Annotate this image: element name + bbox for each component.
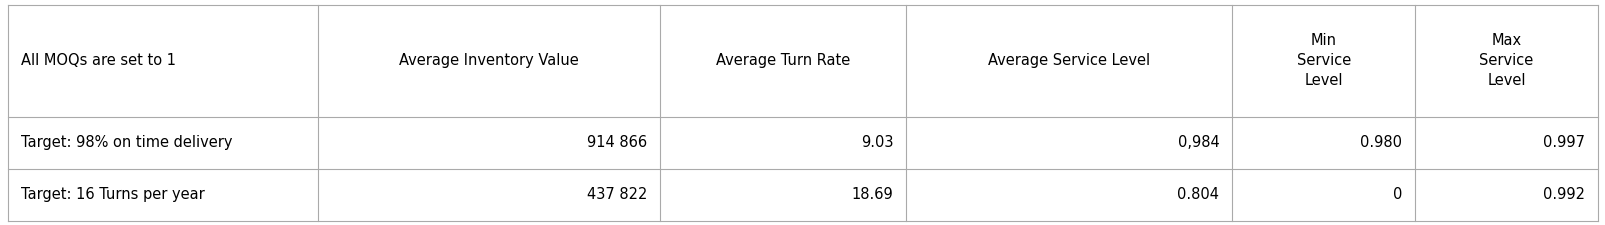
Text: 0,984: 0,984 (1176, 135, 1218, 150)
Text: 437 822: 437 822 (586, 187, 647, 202)
Text: Average Service Level: Average Service Level (987, 53, 1149, 68)
Text: All MOQs are set to 1: All MOQs are set to 1 (21, 53, 177, 68)
Text: 0: 0 (1392, 187, 1401, 202)
Text: 9.03: 9.03 (860, 135, 892, 150)
Text: 18.69: 18.69 (851, 187, 892, 202)
Text: Max
Service
Level: Max Service Level (1478, 33, 1533, 88)
Text: Average Inventory Value: Average Inventory Value (400, 53, 578, 68)
Text: 0.980: 0.980 (1359, 135, 1401, 150)
Text: 0.992: 0.992 (1542, 187, 1584, 202)
Text: Average Turn Rate: Average Turn Rate (716, 53, 849, 68)
Text: Target: 98% on time delivery: Target: 98% on time delivery (21, 135, 233, 150)
Text: 914 866: 914 866 (586, 135, 647, 150)
Text: 0.804: 0.804 (1176, 187, 1218, 202)
Text: 0.997: 0.997 (1542, 135, 1584, 150)
Text: Target: 16 Turns per year: Target: 16 Turns per year (21, 187, 204, 202)
Text: Min
Service
Level: Min Service Level (1295, 33, 1350, 88)
